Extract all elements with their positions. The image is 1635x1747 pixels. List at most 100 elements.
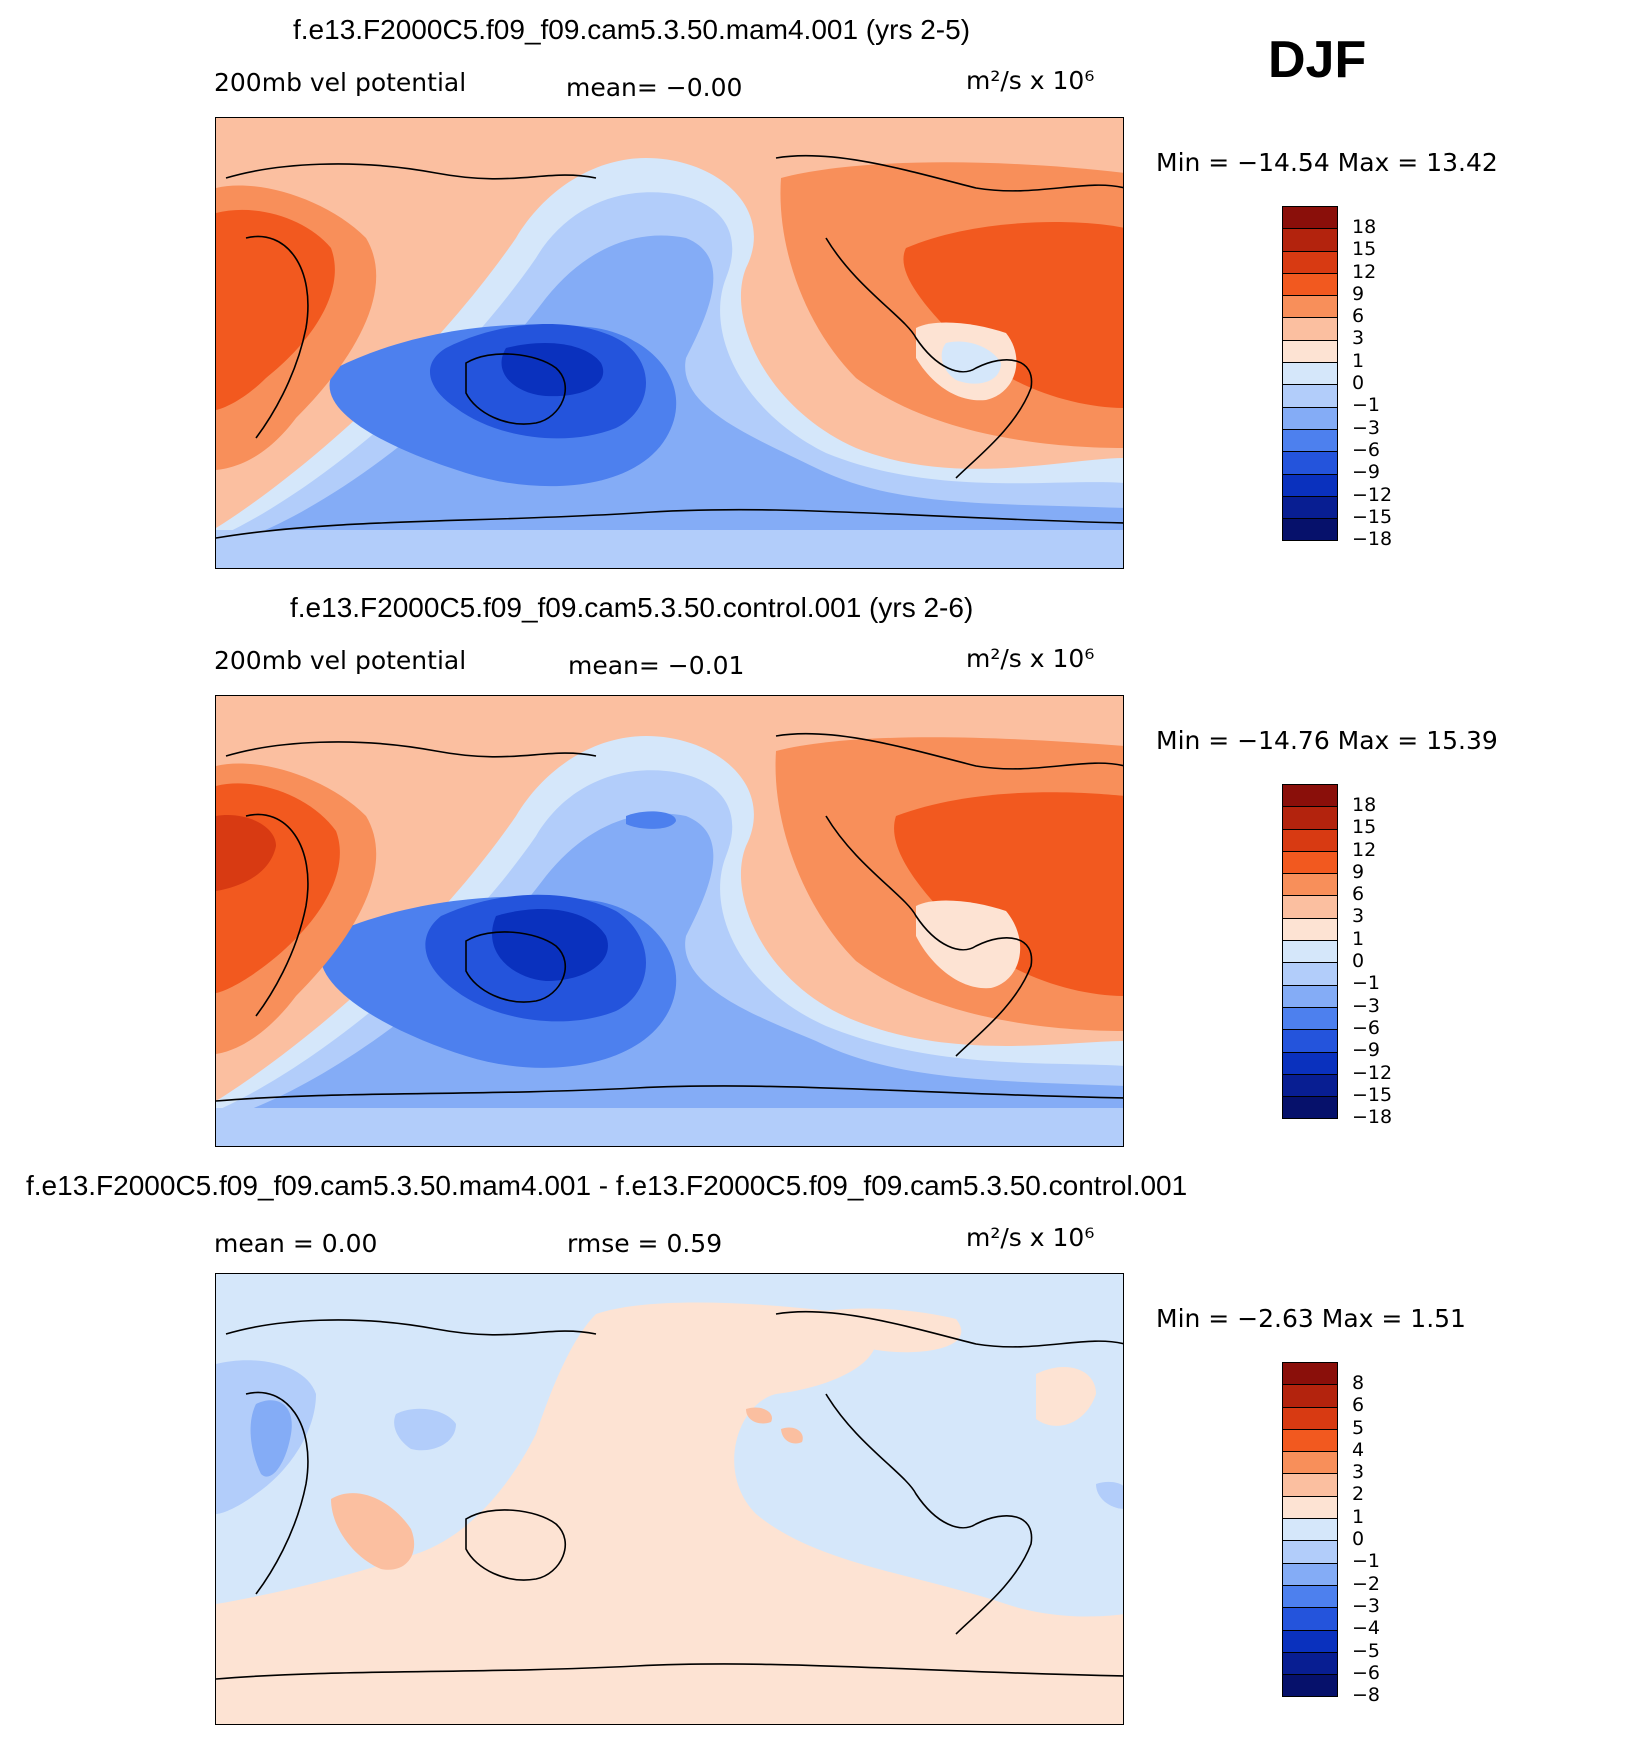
colorbar-tick-label: 1 (1352, 927, 1365, 950)
colorbar-swatch (1282, 896, 1338, 919)
colorbar-swatch (1282, 1429, 1338, 1453)
panel-2-title: f.e13.F2000C5.f09_f09.cam5.3.50.control.… (290, 592, 974, 623)
colorbar-tick-label: 3 (1352, 905, 1365, 928)
colorbar-swatch (1282, 496, 1338, 520)
colorbar-tick-label: 15 (1352, 238, 1377, 261)
panel-1-map (215, 117, 1124, 569)
panel-2-map (215, 695, 1124, 1147)
colorbar-tick-label: 8 (1352, 1372, 1365, 1394)
colorbar-swatch (1282, 829, 1338, 852)
colorbar-swatch (1282, 1407, 1338, 1430)
colorbar-tick-label: −1 (1352, 972, 1381, 995)
colorbar-swatch (1282, 1030, 1338, 1053)
colorbar-tick-label: −3 (1352, 994, 1381, 1017)
colorbar-swatch (1282, 1675, 1338, 1698)
colorbar-swatch (1282, 874, 1338, 897)
colorbar-tick-label: 3 (1352, 1461, 1365, 1484)
colorbar-swatch (1282, 1630, 1338, 1653)
colorbar-tick-label: −18 (1352, 528, 1393, 551)
colorbar-swatch (1282, 1452, 1338, 1475)
panel-3-mean: mean = 0.00 (214, 1229, 378, 1258)
colorbar-swatch (1282, 273, 1338, 297)
colorbar-swatch (1282, 251, 1338, 274)
colorbar-swatch (1282, 851, 1338, 875)
panel-3-rmse: rmse = 0.59 (567, 1229, 723, 1258)
colorbar-tick-label: −5 (1352, 1639, 1381, 1662)
colorbar-swatch (1282, 985, 1338, 1008)
colorbar-swatch (1282, 206, 1338, 230)
colorbar-swatch (1282, 1563, 1338, 1586)
panel-2-field-label: 200mb vel potential (214, 646, 467, 675)
panel-3-units: m²/s x 10⁶ (966, 1223, 1095, 1252)
colorbar-swatch (1282, 519, 1338, 542)
panel-1-mean: mean= −0.00 (566, 73, 743, 102)
colorbar-swatch (1282, 1496, 1338, 1520)
colorbar-tick-label: 5 (1352, 1416, 1365, 1439)
colorbar-swatch (1282, 1007, 1338, 1031)
colorbar-swatch (1282, 363, 1338, 386)
colorbar-tick-label: 18 (1352, 216, 1377, 238)
colorbar-swatch (1282, 1052, 1338, 1075)
panel-3-title: f.e13.F2000C5.f09_f09.cam5.3.50.mam4.001… (26, 1170, 1188, 1201)
panel-2-colorbar-labels: 18 15 12 9 6 3 1 0 −1 −3 −6 −9 −12 −15 −… (1352, 795, 1392, 1129)
colorbar-tick-label: 6 (1352, 305, 1365, 328)
colorbar-tick-label: 18 (1352, 794, 1377, 816)
panel-1-colorbar-labels: 18 15 12 9 6 3 1 0 −1 −3 −6 −9 −12 −15 −… (1352, 217, 1392, 551)
panel-1-title: f.e13.F2000C5.f09_f09.cam5.3.50.mam4.001… (293, 14, 971, 45)
colorbar-tick-label: 0 (1352, 372, 1365, 395)
colorbar-tick-label: −8 (1352, 1684, 1381, 1707)
colorbar-swatch (1282, 318, 1338, 341)
colorbar-tick-label: −2 (1352, 1572, 1381, 1595)
colorbar-swatch (1282, 1074, 1338, 1098)
panel-3-colorbar-labels: 8 6 5 4 3 2 1 0 −1 −2 −3 −4 −5 −6 −8 (1352, 1373, 1380, 1707)
colorbar-swatch (1282, 963, 1338, 986)
colorbar-tick-label: 1 (1352, 1505, 1365, 1528)
colorbar-swatch (1282, 229, 1338, 252)
panel-1-minmax: Min = −14.54 Max = 13.42 (1156, 148, 1498, 177)
panel-2-mean: mean= −0.01 (568, 651, 745, 680)
colorbar-swatch (1282, 340, 1338, 364)
colorbar-swatch (1282, 1097, 1338, 1120)
colorbar-swatch (1282, 1608, 1338, 1631)
colorbar-tick-label: 1 (1352, 349, 1365, 372)
colorbar-tick-label: −9 (1352, 1039, 1381, 1062)
panel-1-field-label: 200mb vel potential (214, 68, 467, 97)
season-label: DJF (1268, 31, 1367, 89)
colorbar-tick-label: 4 (1352, 1438, 1365, 1461)
colorbar-tick-label: −3 (1352, 1594, 1381, 1617)
colorbar-swatch (1282, 296, 1338, 319)
colorbar-tick-label: −12 (1352, 483, 1393, 506)
colorbar-tick-label: −9 (1352, 461, 1381, 484)
colorbar-swatch (1282, 407, 1338, 430)
colorbar-tick-label: −3 (1352, 416, 1381, 439)
colorbar-tick-label: −1 (1352, 394, 1381, 417)
colorbar-tick-label: −18 (1352, 1106, 1393, 1129)
colorbar-tick-label: 0 (1352, 950, 1365, 973)
colorbar-tick-label: 9 (1352, 282, 1365, 305)
colorbar-swatch (1282, 941, 1338, 964)
colorbar-tick-label: 12 (1352, 838, 1377, 861)
colorbar-swatch (1282, 807, 1338, 830)
colorbar-tick-label: 6 (1352, 883, 1365, 906)
colorbar-tick-label: −6 (1352, 1661, 1381, 1684)
panel-2-colorbar (1282, 784, 1338, 1120)
colorbar-swatch (1282, 474, 1338, 497)
colorbar-tick-label: 15 (1352, 816, 1377, 839)
colorbar-tick-label: 6 (1352, 1394, 1365, 1417)
colorbar-tick-label: −6 (1352, 1016, 1381, 1039)
colorbar-swatch (1282, 429, 1338, 453)
colorbar-swatch (1282, 1652, 1338, 1676)
colorbar-swatch (1282, 1385, 1338, 1408)
colorbar-swatch (1282, 784, 1338, 808)
panel-1-units: m²/s x 10⁶ (966, 66, 1095, 95)
panel-2-minmax: Min = −14.76 Max = 15.39 (1156, 726, 1498, 755)
colorbar-tick-label: 3 (1352, 327, 1365, 350)
colorbar-tick-label: −12 (1352, 1061, 1393, 1084)
panel-3-map (215, 1273, 1124, 1725)
panel-1-colorbar (1282, 206, 1338, 542)
colorbar-tick-label: 9 (1352, 860, 1365, 883)
colorbar-tick-label: −15 (1352, 1083, 1393, 1106)
colorbar-swatch (1282, 1474, 1338, 1497)
colorbar-swatch (1282, 452, 1338, 475)
colorbar-tick-label: −15 (1352, 505, 1393, 528)
